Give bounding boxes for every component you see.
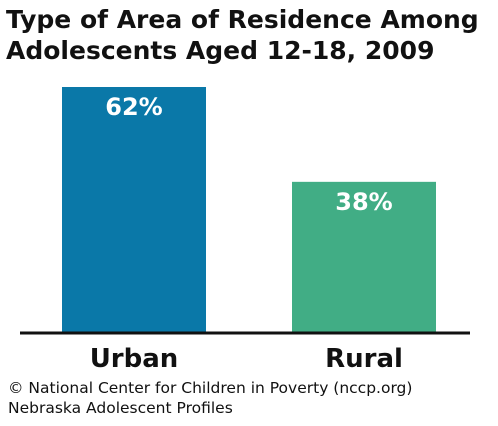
category-label-urban: Urban xyxy=(90,344,179,374)
bar-urban xyxy=(62,87,206,332)
data-label-rural: 38% xyxy=(335,188,392,216)
category-label-rural: Rural xyxy=(325,344,403,374)
source-note: © National Center for Children in Povert… xyxy=(8,378,412,418)
source-line-copyright: © National Center for Children in Povert… xyxy=(8,379,413,397)
chart-title-line-2: Adolescents Aged 12-18, 2009 xyxy=(6,36,435,65)
chart-title-line-1: Type of Area of Residence Among xyxy=(6,5,479,34)
chart-title: Type of Area of Residence Among Adolesce… xyxy=(6,4,492,66)
source-line-profile: Nebraska Adolescent Profiles xyxy=(8,399,233,417)
data-label-urban: 62% xyxy=(105,93,162,121)
bar-rural xyxy=(292,181,436,332)
